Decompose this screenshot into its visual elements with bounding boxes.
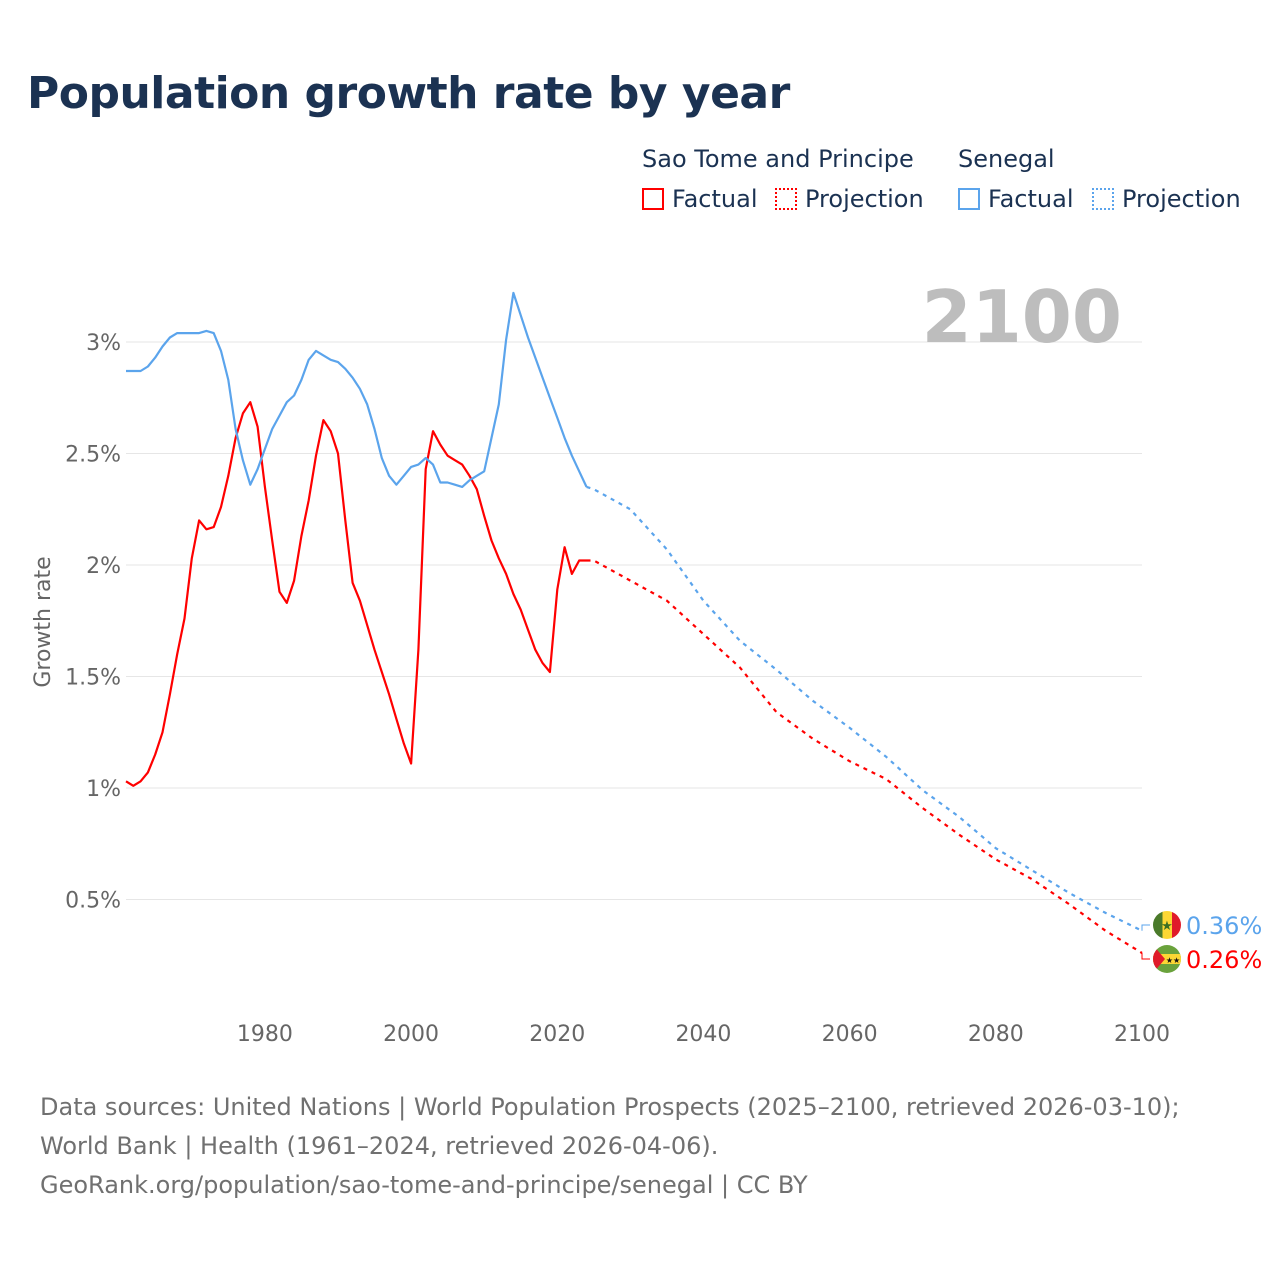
senegal-projection-line [586,485,1143,932]
x-tick-label: 2000 [383,1022,439,1047]
page-title: Population growth rate by year [27,68,790,119]
y-tick-label: 1% [86,777,121,802]
legend-label: Projection [805,185,924,213]
legend-label: Factual [988,185,1074,213]
legend-item-stp-projection[interactable]: Projection [775,185,924,213]
current-year-label: 2100 [922,275,1122,359]
x-tick-label: 2080 [968,1022,1024,1047]
x-tick-label: 2020 [529,1022,585,1047]
legend-group-label: Sao Tome and Principe [642,145,914,173]
sao-tome-and-principe-label-connector [1141,953,1150,960]
senegal-end-value-label: 0.36% [1186,912,1262,940]
svg-text:★: ★ [1161,919,1173,934]
y-tick-label: 3% [86,331,121,356]
sao-tome-and-principe-projection-line [586,559,1143,954]
footer: Data sources: United Nations | World Pop… [40,1088,1240,1205]
legend-item-sen-factual[interactable]: Factual [958,185,1074,213]
x-tick-label: 1980 [237,1022,293,1047]
svg-text:★★: ★★ [1166,956,1180,965]
y-tick-label: 2.5% [65,443,121,468]
legend-item-stp-factual[interactable]: Factual [642,185,758,213]
x-tick-label: 2040 [675,1022,731,1047]
y-tick-label: 2% [86,554,121,579]
dotted-swatch-icon [775,188,797,210]
y-tick-label: 0.5% [65,889,121,914]
y-axis-label: Growth rate [31,556,56,687]
legend-group-sao-tome: Sao Tome and Principe Factual Projection [642,145,924,213]
legend-label: Factual [672,185,758,213]
solid-swatch-icon [958,188,980,210]
legend-group-label: Senegal [958,145,1055,173]
sao-tome-and-principe-factual-line [125,401,587,787]
legend-group-senegal: Senegal Factual Projection [958,145,1241,213]
legend-item-sen-projection[interactable]: Projection [1092,185,1241,213]
x-tick-label: 2060 [822,1022,878,1047]
y-tick-label: 1.5% [65,666,121,691]
legend-label: Projection [1122,185,1241,213]
senegal-flag-icon: ★ [1153,911,1181,939]
credit-link[interactable]: GeoRank.org/population/sao-tome-and-prin… [40,1171,808,1199]
dotted-swatch-icon [1092,188,1114,210]
solid-swatch-icon [642,188,664,210]
senegal-label-connector [1141,924,1150,931]
senegal-factual-line [126,291,588,488]
sao-tome-flag-icon: ★★ [1153,945,1181,973]
sao-tome-and-principe-end-value-label: 0.26% [1186,946,1262,974]
data-sources: Data sources: United Nations | World Pop… [40,1093,1180,1160]
x-tick-label: 2100 [1114,1022,1170,1047]
